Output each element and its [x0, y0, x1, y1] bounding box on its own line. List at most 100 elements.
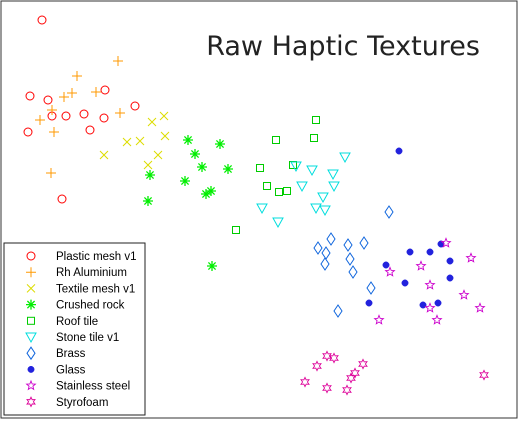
data-point-glass-8 — [446, 274, 454, 282]
legend-marker-stainless-steel — [25, 379, 37, 391]
data-point-styrofoam-1 — [322, 350, 332, 362]
data-point-brass-8 — [320, 257, 330, 271]
legend-entries: Plastic mesh v1 Rh Aluminium Textile mesh … — [25, 251, 137, 409]
data-point-styrofoam-7 — [300, 376, 310, 388]
legend-entry-brass: Brass — [26, 346, 86, 361]
data-point-brass-2 — [326, 232, 336, 246]
legend-marker-brass — [26, 346, 36, 361]
data-point-glass-9 — [365, 299, 373, 307]
data-point-roof-tile-9 — [232, 226, 240, 234]
data-point-rh-aluminium-3 — [67, 88, 77, 98]
data-point-rh-aluminium-9 — [49, 127, 59, 137]
legend-marker-roof-tile — [27, 316, 35, 325]
data-point-roof-tile-3 — [272, 136, 280, 144]
data-point-stone-tile-v1-7 — [317, 192, 329, 204]
data-point-rh-aluminium-8 — [35, 115, 45, 125]
data-point-brass-9 — [348, 265, 358, 279]
data-point-textile-mesh-v1-4 — [135, 136, 145, 146]
data-point-textile-mesh-v1-2 — [147, 117, 157, 127]
legend-label-roof-tile: Roof tile — [56, 316, 98, 328]
data-point-stone-tile-v1-3 — [306, 165, 318, 177]
legend: Plastic mesh v1 Rh Aluminium Textile mesh … — [3, 242, 146, 416]
data-point-textile-mesh-v1-8 — [143, 160, 153, 170]
data-point-stainless-steel-3 — [384, 266, 396, 277]
data-point-crushed-rock-10 — [143, 196, 153, 206]
legend-marker-glass — [27, 365, 35, 373]
data-point-brass-10 — [366, 281, 376, 295]
data-point-plastic-mesh-v1-9 — [99, 113, 109, 123]
data-point-roof-tile-6 — [263, 182, 271, 190]
data-point-stone-tile-v1-4 — [327, 169, 339, 181]
data-point-glass-4 — [426, 248, 434, 256]
data-point-rh-aluminium-6 — [47, 105, 57, 115]
legend-entry-roof-tile: Roof tile — [27, 316, 98, 328]
legend-entry-stone-tile-v1: Stone tile v1 — [25, 332, 119, 344]
data-point-styrofoam-8 — [322, 382, 332, 394]
legend-label-stone-tile-v1: Stone tile v1 — [56, 332, 119, 344]
data-point-stone-tile-v1-8 — [256, 203, 268, 215]
data-point-stainless-steel-6 — [458, 289, 470, 300]
legend-entry-stainless-steel: Stainless steel — [25, 379, 130, 393]
data-point-plastic-mesh-v1-5 — [130, 101, 140, 111]
legend-label-styrofoam: Styrofoam — [56, 397, 108, 409]
data-point-stainless-steel-4 — [415, 260, 427, 271]
data-point-brass-1 — [384, 205, 394, 219]
data-point-plastic-mesh-v1-1 — [37, 15, 47, 25]
data-point-styrofoam-5 — [350, 367, 360, 379]
data-point-plastic-mesh-v1-3 — [43, 95, 53, 105]
data-point-plastic-mesh-v1-4 — [100, 85, 110, 95]
legend-entry-textile-mesh-v1: Textile mesh v1 — [26, 283, 135, 295]
data-point-plastic-mesh-v1-12 — [57, 194, 67, 204]
legend-label-textile-mesh-v1: Textile mesh v1 — [56, 283, 135, 295]
data-point-roof-tile-1 — [312, 116, 320, 124]
data-point-roof-tile-5 — [256, 164, 264, 172]
data-point-stone-tile-v1-9 — [272, 217, 284, 229]
legend-entry-styrofoam: Styrofoam — [26, 396, 108, 409]
chart-title: Raw Haptic Textures — [206, 31, 480, 62]
legend-entry-rh-aluminium: Rh Aluminium — [26, 267, 127, 279]
data-point-plastic-mesh-v1-11 — [85, 125, 95, 135]
data-point-glass-7 — [401, 279, 409, 287]
data-point-stone-tile-v1-2 — [290, 161, 302, 173]
legend-label-glass: Glass — [56, 364, 86, 376]
data-point-plastic-mesh-v1-7 — [79, 109, 89, 119]
data-point-stone-tile-v1-10 — [310, 203, 322, 215]
legend-label-brass: Brass — [56, 348, 86, 360]
data-point-rh-aluminium-1 — [113, 56, 123, 66]
data-point-stainless-steel-9 — [474, 302, 486, 313]
data-point-styrofoam-6 — [346, 372, 356, 384]
data-point-roof-tile-8 — [283, 187, 291, 195]
data-point-brass-3 — [343, 238, 353, 252]
data-point-textile-mesh-v1-7 — [153, 150, 163, 160]
data-point-stone-tile-v1-6 — [296, 181, 308, 193]
data-point-glass-3 — [406, 248, 414, 256]
data-point-styrofoam-2 — [329, 352, 339, 364]
data-point-stainless-steel-5 — [424, 279, 436, 290]
legend-entry-glass: Glass — [27, 364, 86, 376]
data-point-styrofoam-3 — [312, 360, 322, 372]
data-point-rh-aluminium-4 — [59, 92, 69, 102]
data-point-textile-mesh-v1-3 — [122, 137, 132, 147]
data-point-rh-aluminium-2 — [72, 71, 82, 81]
data-point-brass-11 — [333, 304, 343, 318]
legend-label-rh-aluminium: Rh Aluminium — [56, 267, 127, 279]
data-point-crushed-rock-3 — [190, 149, 200, 159]
data-point-crushed-rock-11 — [207, 261, 217, 271]
data-point-brass-7 — [345, 252, 355, 266]
data-point-textile-mesh-v1-5 — [160, 131, 170, 141]
data-point-styrofoam-4 — [358, 358, 368, 370]
data-point-plastic-mesh-v1-10 — [23, 127, 33, 137]
data-point-crushed-rock-4 — [197, 162, 207, 172]
points-layer — [23, 15, 489, 396]
data-point-styrofoam-10 — [479, 369, 489, 381]
data-point-stainless-steel-1 — [440, 237, 452, 248]
data-point-textile-mesh-v1-6 — [99, 150, 109, 160]
data-point-plastic-mesh-v1-6 — [61, 111, 71, 121]
data-point-stainless-steel-2 — [465, 252, 477, 263]
data-point-brass-4 — [359, 236, 369, 250]
data-point-stainless-steel-7 — [424, 302, 436, 313]
data-point-stainless-steel-10 — [373, 314, 385, 325]
legend-entry-crushed-rock: Crushed rock — [26, 299, 125, 312]
legend-marker-plastic-mesh-v1 — [26, 251, 36, 261]
